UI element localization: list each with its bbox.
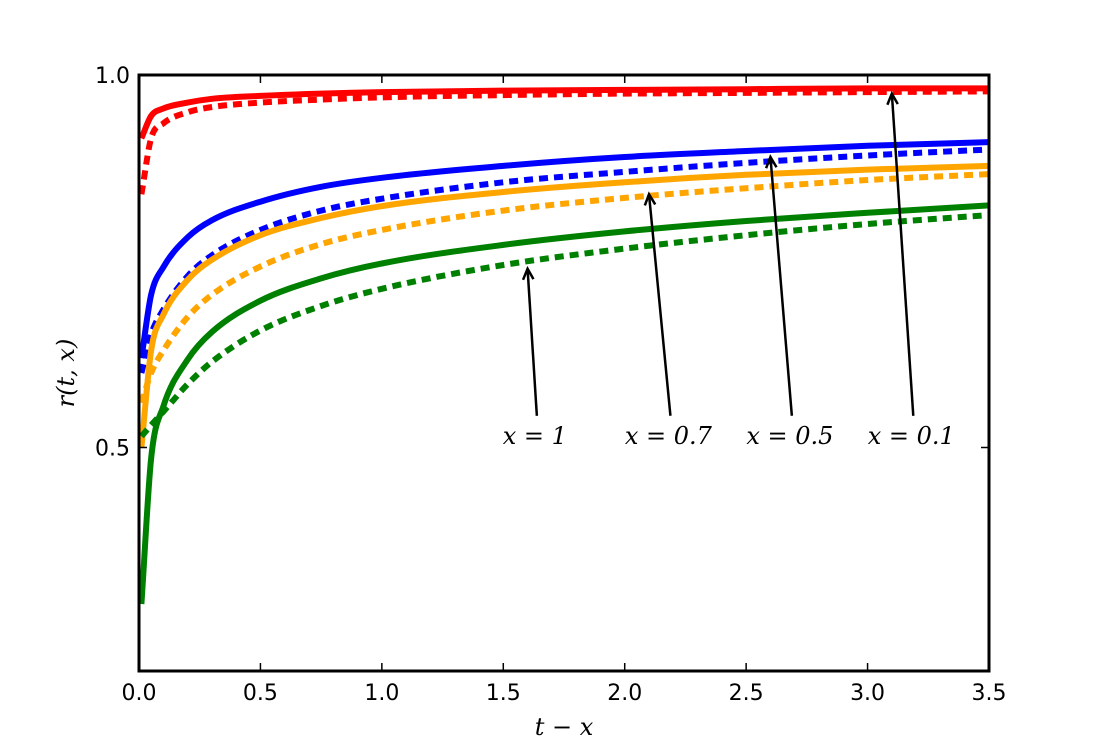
series-line-7 (138, 202, 990, 605)
series-line-6 (138, 171, 990, 404)
annotation-label: x = 0.5 (746, 422, 833, 450)
annotation-arrow (890, 93, 915, 416)
annotation-arrowhead (764, 154, 778, 169)
annotation-arrowhead (521, 265, 535, 281)
y-tick-label: 0.5 (95, 437, 130, 462)
annotation-layer: x = 1 x = 0.7 x = 0.5 x = 0.1 (503, 90, 955, 450)
series-line-5 (138, 162, 990, 448)
y-axis-label: r(t, x) (52, 339, 80, 408)
x-axis-label: t − x (535, 713, 594, 741)
annotation-arrow (647, 194, 672, 416)
series-line-3 (138, 139, 990, 359)
annotation-arrowhead (643, 191, 657, 206)
x-tick-label: 2.5 (729, 681, 764, 706)
series-line-8 (139, 212, 990, 439)
plot-frame (137, 73, 991, 673)
y-tick-label: 1.0 (95, 64, 130, 89)
x-tick-label: 0.0 (122, 681, 157, 706)
annotation-arrow (769, 156, 794, 416)
series-line-1 (138, 85, 989, 140)
x-tick-label: 2.0 (607, 681, 642, 706)
annotation-arrow (526, 268, 539, 416)
tick-layer: 0.0 0.5 1.0 1.5 2.0 2.5 3.0 3.5 0.5 1.0 (95, 64, 1007, 706)
annotation-label: x = 0.7 (625, 422, 713, 450)
annotation-arrowhead (886, 90, 899, 106)
x-tick-label: 1.5 (486, 681, 521, 706)
x-tick-label: 3.5 (972, 681, 1007, 706)
x-tick-label: 1.0 (364, 681, 399, 706)
annotation-label: x = 0.1 (868, 422, 955, 450)
series-layer (138, 85, 990, 605)
annotation-label: x = 1 (503, 422, 567, 450)
x-tick-label: 3.0 (850, 681, 885, 706)
x-tick-label: 0.5 (243, 681, 278, 706)
